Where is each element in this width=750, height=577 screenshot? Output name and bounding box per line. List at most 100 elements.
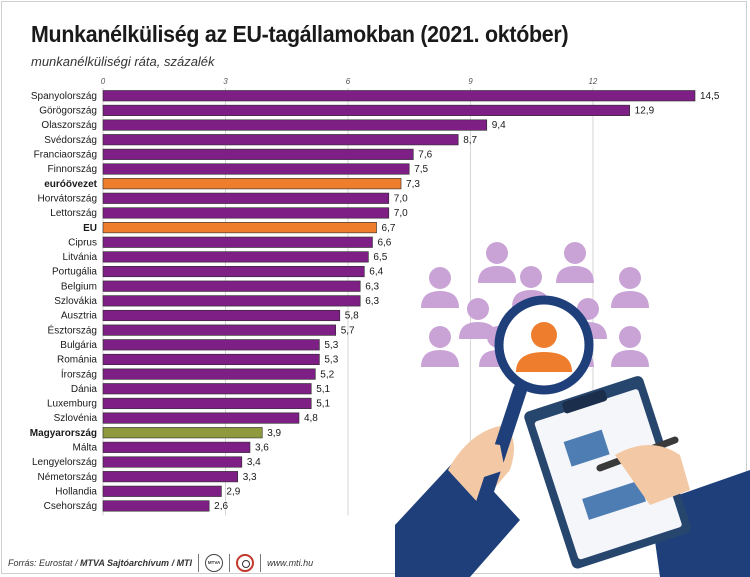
category-label: Litvánia: [63, 252, 98, 263]
bar: [102, 427, 263, 439]
value-label: 7,3: [406, 179, 420, 190]
footer-divider: [229, 554, 231, 572]
category-label: euróövezet: [44, 179, 97, 190]
footer-divider: [260, 554, 262, 572]
category-label: Görögország: [39, 106, 97, 117]
person-icon: [611, 291, 649, 308]
category-label: Szlovénia: [54, 413, 98, 424]
value-label: 2,9: [226, 486, 240, 497]
bar: [102, 265, 365, 278]
person-icon: [516, 352, 572, 372]
value-label: 9,4: [492, 120, 506, 131]
bar: [102, 90, 696, 102]
fingers-icon: [460, 443, 505, 480]
value-label: 6,6: [377, 237, 391, 248]
person-icon: [467, 298, 489, 320]
person-icon: [556, 266, 594, 283]
bar: [102, 251, 369, 263]
person-icon: [429, 267, 451, 289]
value-label: 5,3: [324, 355, 338, 366]
person-icon: [619, 326, 641, 348]
x-tick-label: 9: [468, 77, 473, 86]
category-label: Málta: [73, 443, 98, 454]
bar: [102, 383, 312, 395]
category-label: Spanyolország: [31, 91, 97, 102]
bar: [102, 207, 390, 219]
clip-icon: [562, 389, 608, 414]
footer-source: Forrás: Eurostat /: [8, 558, 78, 568]
footer-url: www.mti.hu: [267, 558, 314, 568]
category-label: Románia: [57, 355, 97, 366]
category-label: Magyarország: [30, 428, 97, 439]
value-label: 7,6: [418, 150, 432, 161]
bar: [102, 134, 459, 146]
bar: [102, 236, 373, 248]
paper-icon: [534, 389, 682, 560]
person-icon: [429, 326, 451, 348]
person-icon: [486, 242, 508, 264]
bar: [102, 119, 488, 131]
category-label: Ciprus: [68, 237, 97, 248]
value-label: 5,2: [320, 369, 334, 380]
person-icon: [520, 266, 542, 288]
footer-divider: [198, 554, 200, 572]
bar: [102, 324, 337, 336]
sleeve-icon: [395, 455, 520, 577]
x-tick-label: 3: [223, 77, 228, 86]
person-icon: [421, 291, 459, 308]
category-label: Hollandia: [55, 486, 97, 497]
value-label: 12,9: [635, 106, 655, 117]
value-label: 5,1: [316, 384, 330, 395]
bar: [102, 163, 410, 175]
bar: [102, 471, 239, 483]
bar: [102, 192, 390, 204]
value-label: 2,6: [214, 501, 228, 512]
value-label: 7,5: [414, 164, 428, 175]
category-label: Dánia: [71, 384, 98, 395]
x-tick-label: 12: [588, 77, 597, 86]
bar: [102, 148, 414, 160]
value-label: 5,3: [324, 340, 338, 351]
bar: [102, 441, 251, 453]
value-label: 4,8: [304, 413, 318, 424]
category-label: EU: [83, 223, 97, 234]
bar: [102, 397, 312, 409]
value-label: 6,3: [365, 281, 379, 292]
value-label: 3,3: [243, 472, 257, 483]
value-label: 3,9: [267, 428, 281, 439]
footer-org: MTVA Sajtóarchívum / MTI: [80, 558, 193, 568]
value-label: 3,6: [255, 443, 269, 454]
category-label: Írország: [61, 367, 97, 380]
category-label: Észtország: [48, 323, 97, 336]
bar: [102, 485, 222, 497]
bars: [102, 90, 696, 512]
chart-title: Munkanélküliség az EU-tagállamokban (202…: [31, 21, 569, 47]
category-label: Horvátország: [38, 193, 97, 204]
value-label: 6,3: [365, 296, 379, 307]
value-label: 3,4: [247, 457, 261, 468]
bar: [102, 178, 402, 190]
job-search-magnifier-illustration: [395, 242, 750, 577]
value-label: 6,7: [382, 223, 396, 234]
category-label: Franciaország: [34, 150, 97, 161]
paper-block-icon: [582, 480, 646, 520]
person-icon: [421, 350, 459, 367]
hand-icon: [615, 445, 690, 505]
paper-block-icon: [563, 429, 610, 467]
category-label: Lengyelország: [32, 457, 97, 468]
category-label: Svédország: [44, 135, 97, 146]
category-label: Szlovákia: [54, 296, 97, 307]
bar: [102, 368, 316, 380]
bar: [102, 295, 361, 307]
labels: 0 3 6 9 12 Spanyolország 14,5 Görögország 12,9 Ol…: [30, 77, 720, 512]
bar: [102, 222, 377, 234]
bar: [102, 456, 243, 468]
value-label: 7,0: [394, 193, 408, 204]
category-label: Portugália: [52, 267, 97, 278]
bar: [102, 500, 210, 512]
category-label: Csehország: [44, 501, 97, 512]
bar: [102, 280, 361, 292]
person-icon: [478, 266, 516, 283]
